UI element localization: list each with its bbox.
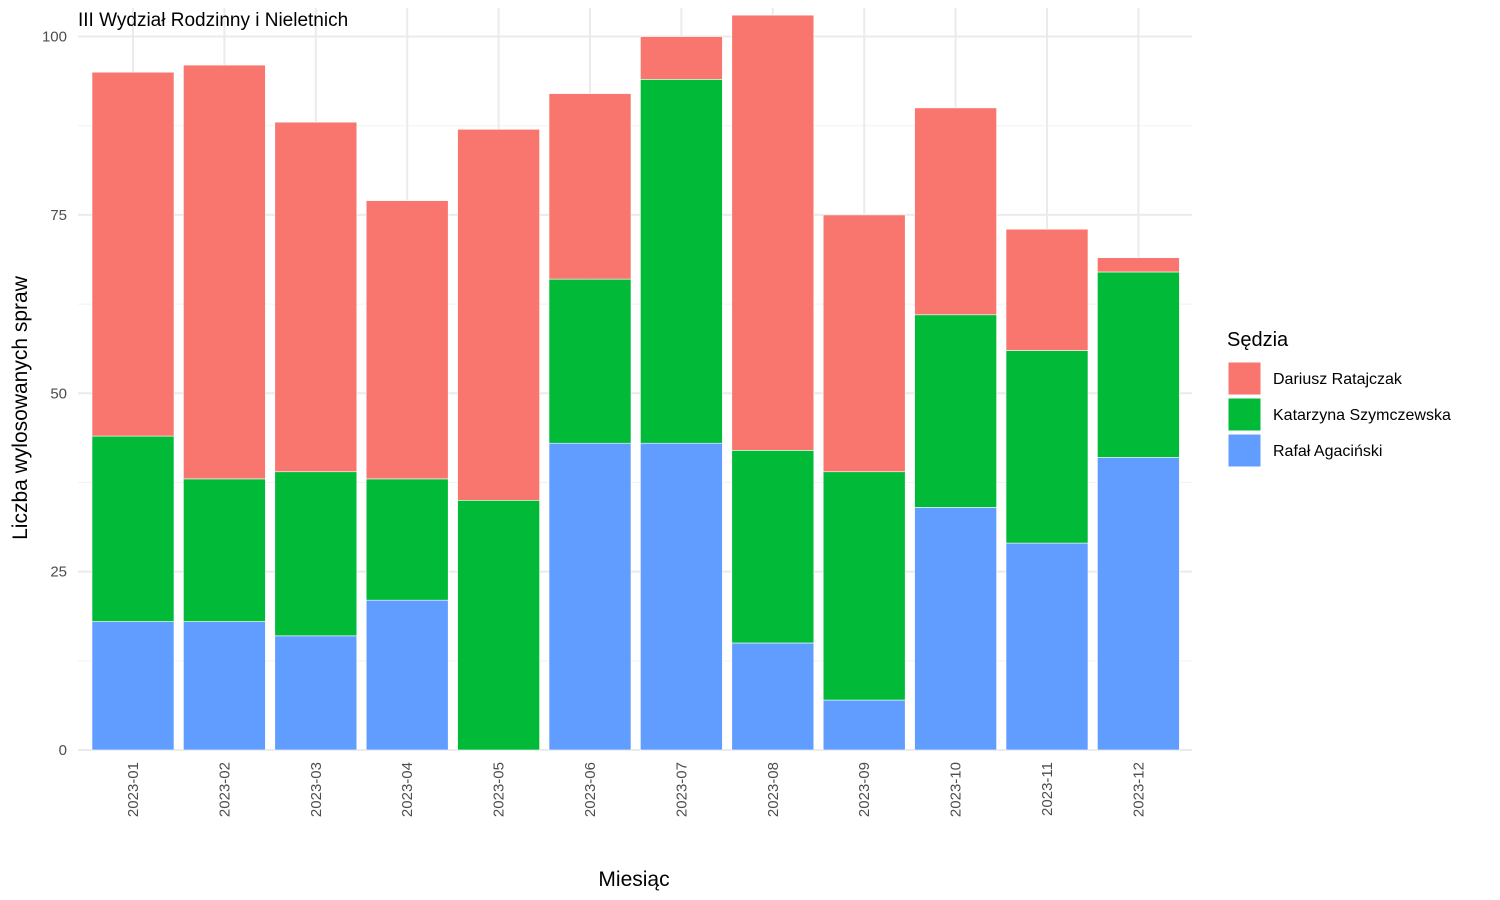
x-tick-label: 2023-09 (856, 762, 873, 817)
x-tick-label: 2023-05 (491, 762, 508, 817)
bar-segment (914, 107, 997, 316)
bar-segment (183, 64, 266, 480)
bar-segment (640, 36, 723, 80)
legend-title: Sędzia (1227, 329, 1289, 351)
bar-segment (457, 499, 540, 751)
legend-label: Dariusz Ratajczak (1273, 371, 1403, 388)
y-tick-label: 25 (50, 564, 67, 581)
x-tick-label: 2023-07 (673, 762, 690, 817)
bar-segment (183, 621, 266, 751)
x-tick-label: 2023-03 (308, 762, 325, 817)
bar-segment (640, 79, 723, 444)
legend-items: Dariusz Ratajczak Katarzyna Szymczewska Ra… (1227, 361, 1451, 468)
bar-segment (1005, 228, 1089, 351)
bar-segment (914, 314, 997, 508)
bar-segment (457, 128, 540, 501)
y-tick-label: 75 (50, 207, 67, 224)
bar-segment (731, 450, 815, 644)
chart-title: III Wydział Rodzinny i Nieletnich (78, 10, 348, 31)
legend-swatch (1227, 433, 1262, 468)
x-tick-label: 2023-12 (1130, 762, 1147, 817)
legend-swatch (1227, 397, 1262, 432)
bar-segment (731, 642, 815, 751)
bar-segment (1097, 457, 1180, 751)
bar-segment (1097, 257, 1180, 273)
y-tick-label: 50 (50, 385, 67, 402)
bar-segment (274, 121, 358, 473)
bar-segment (822, 699, 906, 751)
bar-segment (548, 93, 632, 280)
bar-segment (914, 507, 997, 751)
bar-segment (548, 442, 632, 751)
bar-segment (640, 442, 723, 751)
x-axis-title: Miesiąc (598, 868, 669, 891)
x-axis-ticks: 2023-01 2023-02 2023-03 2023-04 2023-05 2023-… (125, 762, 1147, 817)
x-tick-label: 2023-06 (582, 762, 599, 817)
bar-segment (91, 621, 175, 751)
y-axis-ticks: 0 25 50 75 100 (42, 29, 67, 759)
legend-label: Katarzyna Szymczewska (1273, 407, 1451, 424)
bar-segment (548, 278, 632, 444)
legend: Sędzia Dariusz Ratajczak Katarzyna Szymcz… (1227, 329, 1451, 468)
bar-segment (183, 478, 266, 622)
bar-segment (274, 471, 358, 637)
y-axis-title: Liczba wylosowanych spraw (9, 275, 32, 540)
y-tick-label: 0 (59, 742, 67, 759)
bar-segment (365, 599, 449, 751)
x-tick-label: 2023-08 (765, 762, 782, 817)
bar-segment (731, 14, 815, 451)
bar-segment (822, 471, 906, 701)
bar-segment (1097, 271, 1180, 458)
bar-segment (1005, 350, 1089, 544)
legend-label: Rafał Agaciński (1273, 443, 1382, 460)
x-tick-label: 2023-10 (948, 762, 965, 817)
x-tick-label: 2023-02 (216, 762, 233, 817)
x-tick-label: 2023-04 (399, 762, 416, 817)
bar-segment (365, 478, 449, 601)
x-tick-label: 2023-01 (125, 762, 142, 817)
x-tick-label: 2023-11 (1039, 762, 1056, 816)
bar-segment (91, 71, 175, 437)
bar-segment (1005, 542, 1089, 751)
bar-segment (822, 214, 906, 473)
legend-swatch (1227, 361, 1262, 396)
bar-segment (91, 435, 175, 622)
bar-segment (274, 635, 358, 751)
bars (91, 14, 1180, 751)
bar-segment (365, 200, 449, 480)
y-tick-label: 100 (42, 29, 67, 46)
